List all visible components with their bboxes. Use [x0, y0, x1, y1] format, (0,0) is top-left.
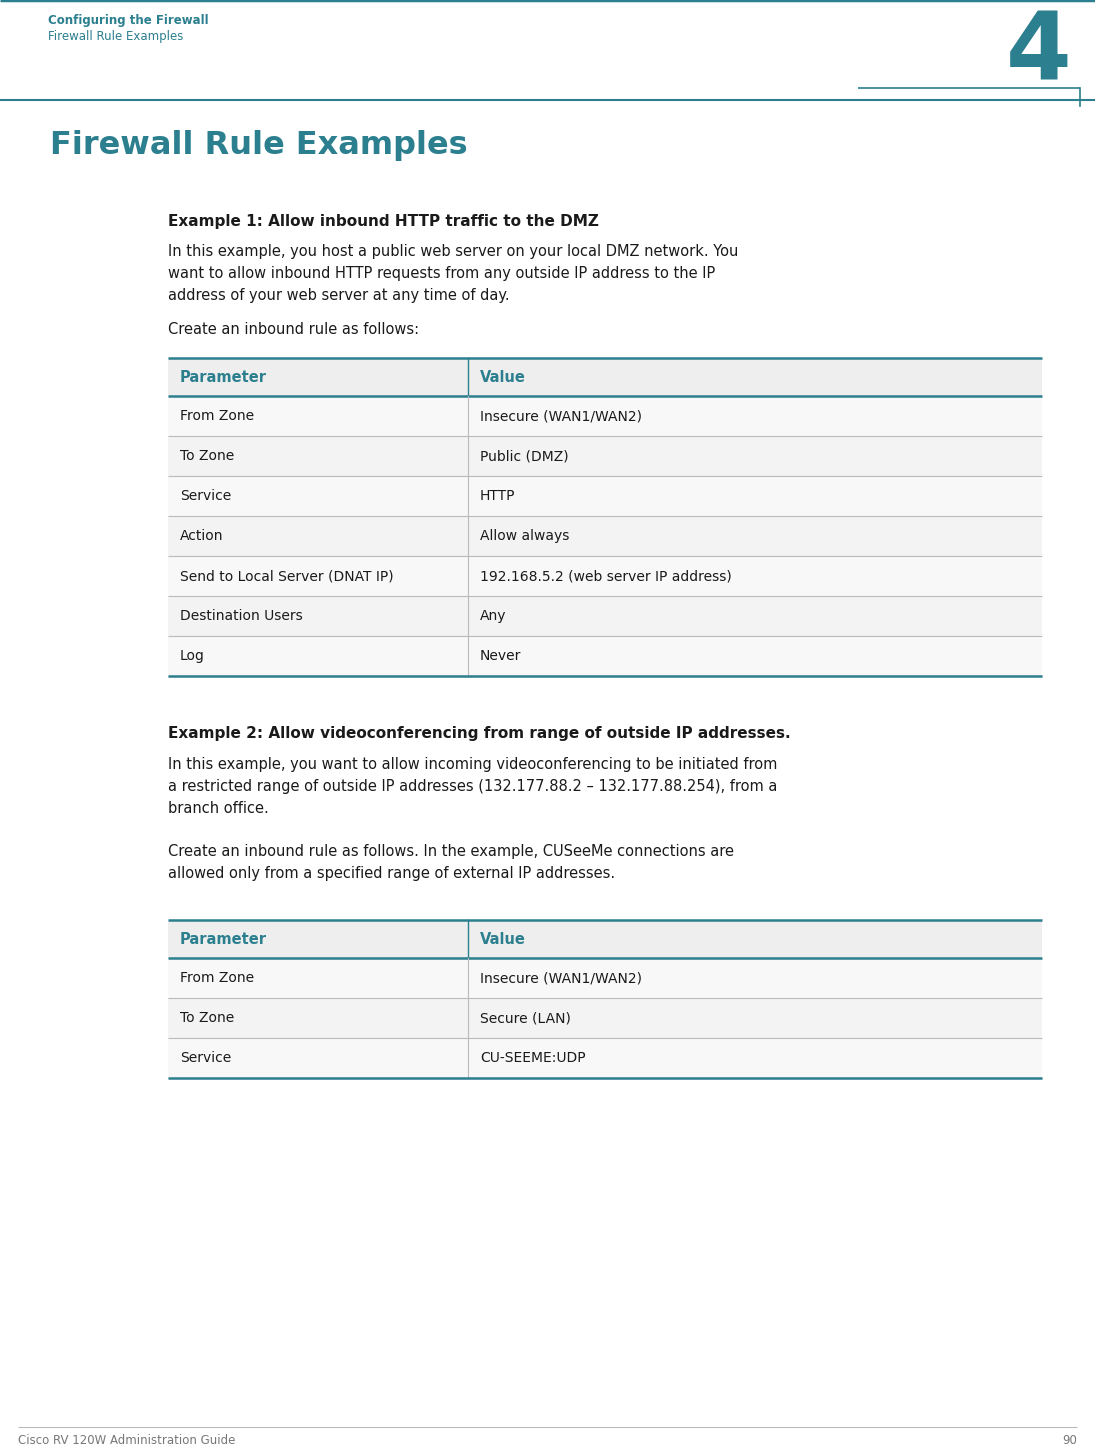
Bar	[168, 556, 1042, 595]
Text: To Zone: To Zone	[180, 449, 234, 463]
Text: branch office.: branch office.	[168, 802, 268, 816]
Text: Service: Service	[180, 1051, 231, 1064]
Text: want to allow inbound HTTP requests from any outside IP address to the IP: want to allow inbound HTTP requests from…	[168, 266, 715, 282]
Bar	[168, 359, 1042, 396]
Text: From Zone: From Zone	[180, 971, 254, 984]
Text: Value: Value	[480, 932, 526, 947]
Text: Service: Service	[180, 489, 231, 502]
Text: Value: Value	[480, 369, 526, 385]
Text: Firewall Rule Examples: Firewall Rule Examples	[48, 30, 183, 44]
Text: Destination Users: Destination Users	[180, 608, 302, 623]
Text: Insecure (WAN1/WAN2): Insecure (WAN1/WAN2)	[480, 409, 642, 423]
Text: 4: 4	[1006, 9, 1072, 100]
Text: Cisco RV 120W Administration Guide: Cisco RV 120W Administration Guide	[18, 1435, 235, 1448]
Bar	[168, 1038, 1042, 1077]
Text: From Zone: From Zone	[180, 409, 254, 423]
Text: HTTP: HTTP	[480, 489, 516, 502]
Text: 192.168.5.2 (web server IP address): 192.168.5.2 (web server IP address)	[480, 569, 731, 584]
Bar	[168, 595, 1042, 636]
Bar	[168, 921, 1042, 958]
Text: Log: Log	[180, 649, 205, 664]
Text: To Zone: To Zone	[180, 1011, 234, 1025]
Text: address of your web server at any time of day.: address of your web server at any time o…	[168, 287, 509, 303]
Bar	[168, 998, 1042, 1038]
Text: Secure (LAN): Secure (LAN)	[480, 1011, 570, 1025]
Text: Firewall Rule Examples: Firewall Rule Examples	[50, 131, 468, 161]
Text: Create an inbound rule as follows. In the example, CUSeeMe connections are: Create an inbound rule as follows. In th…	[168, 844, 734, 860]
Text: Configuring the Firewall: Configuring the Firewall	[48, 15, 209, 28]
Bar	[168, 476, 1042, 515]
Text: Action: Action	[180, 529, 223, 543]
Text: Never: Never	[480, 649, 521, 664]
Text: CU-SEEME:UDP: CU-SEEME:UDP	[480, 1051, 586, 1064]
Bar	[168, 958, 1042, 998]
Text: Allow always: Allow always	[480, 529, 569, 543]
Bar	[168, 636, 1042, 677]
Text: Example 1: Allow inbound HTTP traffic to the DMZ: Example 1: Allow inbound HTTP traffic to…	[168, 213, 599, 229]
Text: Create an inbound rule as follows:: Create an inbound rule as follows:	[168, 322, 419, 337]
Bar	[168, 436, 1042, 476]
Text: In this example, you want to allow incoming videoconferencing to be initiated fr: In this example, you want to allow incom…	[168, 756, 777, 772]
Text: In this example, you host a public web server on your local DMZ network. You: In this example, you host a public web s…	[168, 244, 738, 258]
Text: Public (DMZ): Public (DMZ)	[480, 449, 568, 463]
Text: allowed only from a specified range of external IP addresses.: allowed only from a specified range of e…	[168, 865, 615, 881]
Text: a restricted range of outside IP addresses (132.177.88.2 – 132.177.88.254), from: a restricted range of outside IP address…	[168, 780, 777, 794]
Text: Parameter: Parameter	[180, 369, 267, 385]
Text: Example 2: Allow videoconferencing from range of outside IP addresses.: Example 2: Allow videoconferencing from …	[168, 726, 791, 741]
Text: Parameter: Parameter	[180, 932, 267, 947]
Text: Send to Local Server (DNAT IP): Send to Local Server (DNAT IP)	[180, 569, 393, 584]
Text: Any: Any	[480, 608, 507, 623]
Bar	[168, 396, 1042, 436]
Bar	[168, 515, 1042, 556]
Text: Insecure (WAN1/WAN2): Insecure (WAN1/WAN2)	[480, 971, 642, 984]
Text: 90: 90	[1062, 1435, 1077, 1448]
